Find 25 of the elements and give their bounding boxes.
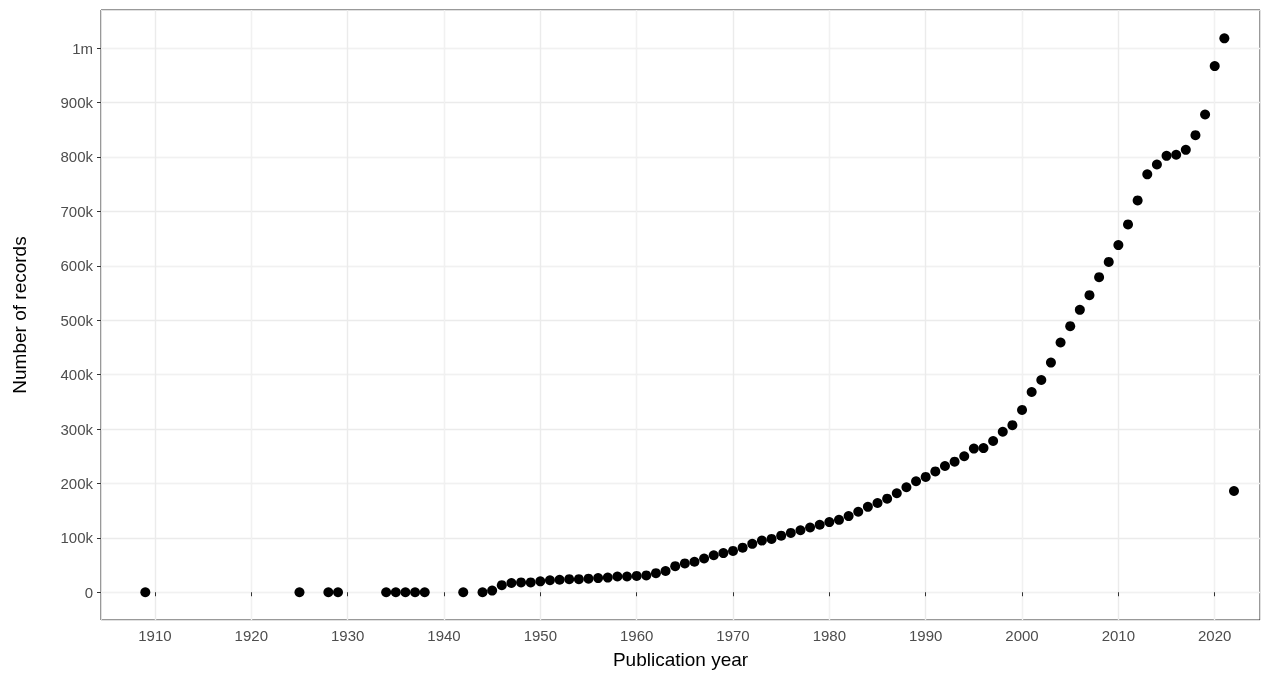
y-tick-label: 300k [60, 420, 94, 438]
x-tick-label: 1960 [619, 627, 654, 644]
x-tick-label: 1930 [330, 627, 365, 644]
x-tick-label: 2010 [1101, 627, 1136, 644]
y-tick-label: 100k [60, 529, 94, 547]
y-tick-label: 600k [60, 257, 94, 275]
x-tick-label: 1920 [234, 627, 268, 644]
y-tick-label: 500k [60, 311, 94, 329]
x-tick-label: 1950 [523, 627, 558, 644]
x-axis-title: Publication year [612, 649, 749, 670]
y-tick-label: 900k [60, 94, 94, 112]
y-tick-label: 1m [72, 39, 93, 57]
y-axis-title: Number of records [9, 236, 30, 394]
x-tick-label: 1910 [138, 627, 172, 644]
y-tick-label: 700k [60, 202, 94, 220]
x-tick-label: 1990 [909, 627, 943, 644]
y-tick-label: 0 [84, 583, 93, 601]
x-tick-label: 1980 [812, 627, 847, 644]
x-tick-label: 1970 [716, 627, 750, 644]
y-tick-label: 400k [60, 366, 94, 384]
x-tick-label: 1940 [427, 627, 461, 644]
y-tick-label: 200k [60, 474, 94, 492]
x-tick-label: 2000 [1005, 627, 1039, 644]
x-tick-label: 2020 [1198, 627, 1232, 644]
y-tick-label: 800k [60, 148, 94, 166]
